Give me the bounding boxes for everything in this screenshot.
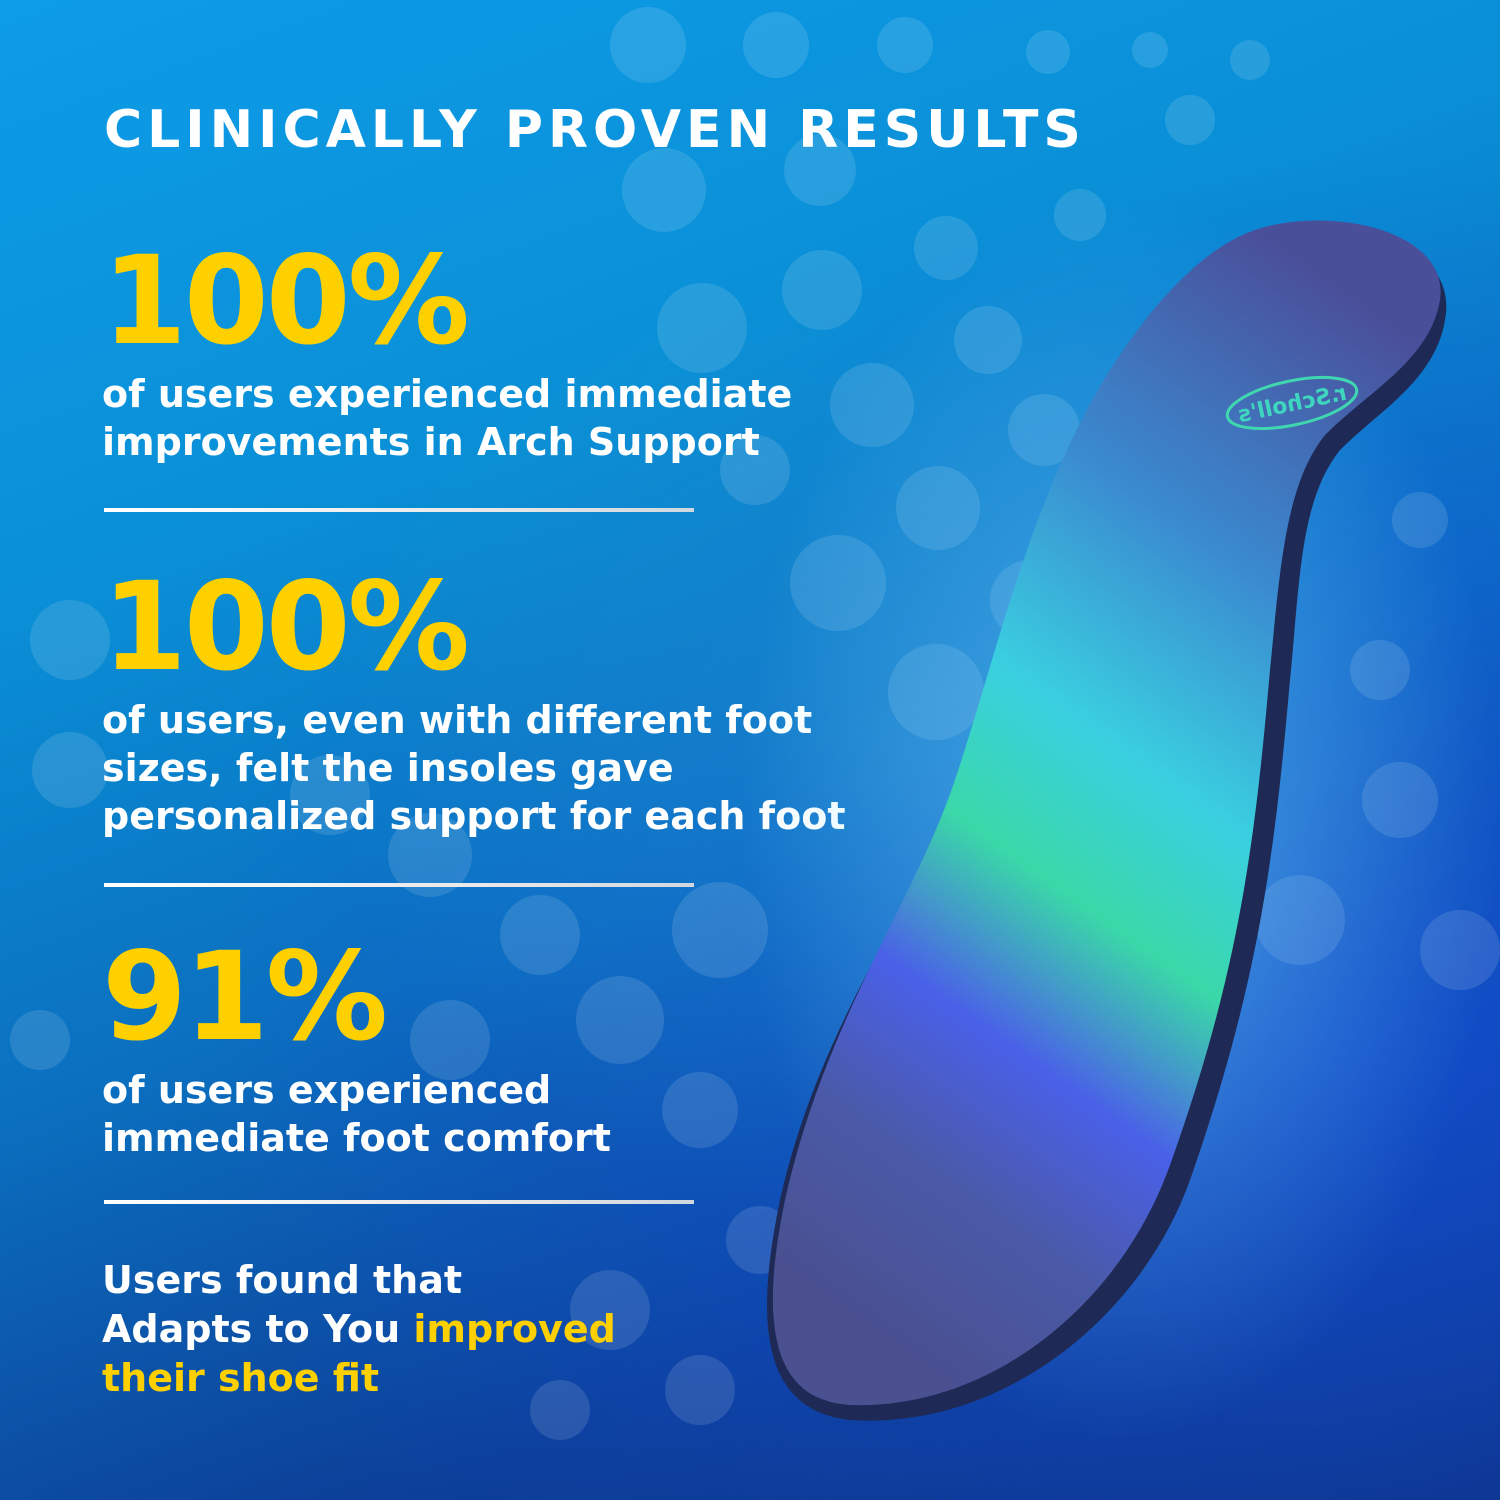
insole-top <box>772 220 1441 1406</box>
desc-line: immediate foot comfort <box>102 1116 611 1160</box>
desc-line: of users, even with different foot <box>102 698 813 742</box>
closing-line: Users found that <box>102 1258 463 1302</box>
divider <box>104 508 694 512</box>
closing-text: Adapts to You <box>102 1307 414 1351</box>
bokeh-circle <box>665 1355 735 1425</box>
bokeh-circle <box>877 17 933 73</box>
stat-foot-comfort: 91% of users experienced immediate foot … <box>102 936 611 1162</box>
stat-arch-support: 100% of users experienced immediate impr… <box>102 240 792 466</box>
stat-description: of users, even with different foot sizes… <box>102 696 846 840</box>
bokeh-circle <box>782 250 862 330</box>
closing-highlight: their shoe fit <box>102 1356 380 1400</box>
desc-line: of users experienced <box>102 1068 552 1112</box>
bokeh-circle <box>576 976 664 1064</box>
closing-statement: Users found that Adapts to You improved … <box>102 1256 616 1403</box>
desc-line: of users experienced immediate <box>102 372 793 416</box>
desc-line: improvements in Arch Support <box>102 420 760 464</box>
stat-value: 100% <box>102 556 470 698</box>
bokeh-circle <box>30 600 110 680</box>
page-title: CLINICALLY PROVEN RESULTS <box>104 100 1086 160</box>
bokeh-circle <box>720 435 790 505</box>
bokeh-circle <box>32 732 108 808</box>
bokeh-circle <box>784 134 856 206</box>
stat-value: 100% <box>102 230 470 372</box>
stat-description: of users experienced immediate foot comf… <box>102 1066 611 1162</box>
bokeh-circle <box>657 283 747 373</box>
bokeh-circle <box>743 12 809 78</box>
bokeh-circle <box>290 755 370 835</box>
bokeh-circle <box>1132 32 1168 68</box>
bokeh-circle <box>530 1380 590 1440</box>
bokeh-circle <box>662 1072 738 1148</box>
closing-highlight: improved <box>413 1307 616 1351</box>
divider <box>104 1200 694 1204</box>
bokeh-circle <box>1230 40 1270 80</box>
stat-personalized-support: 100% of users, even with different foot … <box>102 566 846 840</box>
stat-value: 91% <box>102 926 388 1068</box>
stat-description: of users experienced immediate improveme… <box>102 370 792 466</box>
bokeh-circle <box>622 148 706 232</box>
divider <box>104 883 694 887</box>
desc-line: personalized support for each foot <box>102 794 846 838</box>
insole-product-image: r.Scholl's <box>740 200 1500 1440</box>
bokeh-circle <box>10 1010 70 1070</box>
desc-line: sizes, felt the insoles gave <box>102 746 674 790</box>
bokeh-circle <box>1165 95 1215 145</box>
bokeh-circle <box>610 7 686 83</box>
bokeh-circle <box>1026 30 1070 74</box>
bokeh-circle <box>500 895 580 975</box>
bokeh-circle <box>570 1270 650 1350</box>
closing-line: Adapts to You improved <box>102 1305 616 1354</box>
bokeh-circle <box>410 1000 490 1080</box>
